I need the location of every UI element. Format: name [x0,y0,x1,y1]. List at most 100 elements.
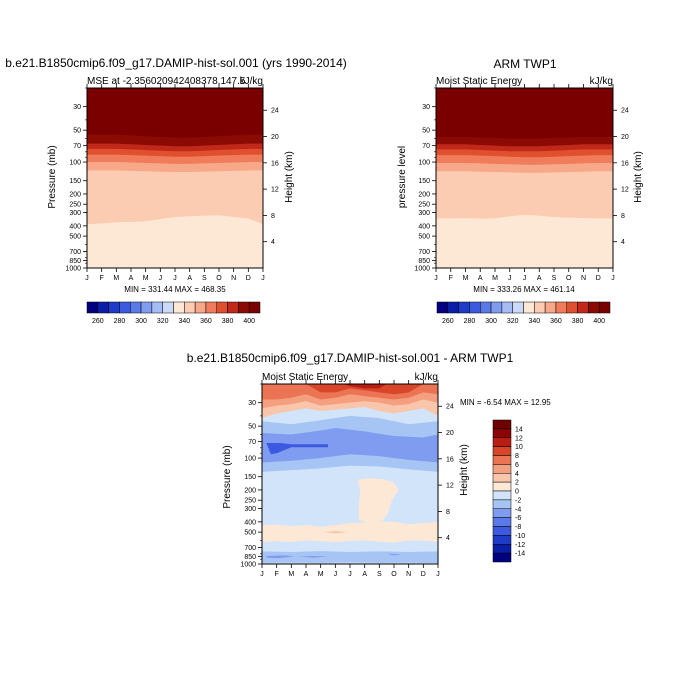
colorbar-label: -12 [515,542,525,549]
y-axis-label-right: Height (km) [284,151,295,203]
band-neg-4-6-b [298,555,328,558]
band-pos-10-12 [342,384,387,389]
colorbar-swatch [162,301,174,314]
colorbar-swatch [544,301,557,314]
x-tick-label: J [611,275,615,282]
x-tick-label: O [391,571,397,578]
x-tick-label: M [113,275,119,282]
colorbar-label: 4 [515,471,519,478]
x-tick-label: J [85,275,89,282]
x-tick-label: A [362,571,367,578]
colorbar-label: 280 [114,318,126,325]
colorbar-swatch [458,301,470,314]
panel-title: b.e21.B1850cmip6.f09_g17.DAMIP-hist-sol.… [5,56,347,70]
y-tick-label: 250 [69,202,81,209]
colorbar-swatch [492,544,512,554]
panel-subtitle-right: kJ/kg [240,76,263,87]
x-tick-label: J [334,571,338,578]
band-neg-4-6 [262,427,438,463]
colorbar-swatch [492,419,512,430]
y-tick-label: 70 [248,439,256,446]
colorbar-label: 360 [200,318,212,325]
x-tick-label: F [100,275,104,282]
y-right-tick-label: 20 [621,134,629,141]
y-right-tick-label: 16 [621,160,629,167]
colorbar-label: 320 [507,318,519,325]
y-tick-label: 700 [418,249,430,256]
y-tick-label: 200 [244,487,256,494]
colorbar-swatch [436,301,449,314]
colorbar-swatch [492,481,512,492]
colorbar-label: 300 [485,318,497,325]
colorbar-swatch [566,301,578,314]
x-tick-label: J [159,275,163,282]
panel-difference: b.e21.B1850cmip6.f09_g17.DAMIP-hist-sol.… [187,351,552,578]
x-tick-label: M [492,275,498,282]
colorbar-label: 300 [135,318,147,325]
y-tick-label: 500 [418,234,430,241]
x-tick-label: A [478,275,483,282]
y-tick-label: 150 [69,178,81,185]
colorbar-label: 400 [593,318,605,325]
y-tick-label: 100 [418,160,430,167]
y-tick-label: 150 [418,178,430,185]
y-tick-label: 700 [244,545,256,552]
colorbar-swatch [492,517,512,527]
y-right-tick-label: 16 [446,456,454,463]
y-right-tick-label: 8 [621,213,625,220]
colorbar-label: 360 [550,318,562,325]
stats-label: MIN = -6.54 MAX = 12.95 [460,398,551,407]
colorbar-label: 380 [222,318,234,325]
x-tick-label: D [596,275,601,282]
y-right-tick-label: 4 [271,239,275,246]
y-axis-label-right: Height (km) [459,444,470,496]
band-pos-0-2-plume [357,478,399,523]
colorbar-label: 12 [515,435,523,442]
y-tick-label: 500 [69,234,81,241]
colorbar-label: 340 [178,318,190,325]
x-tick-label: S [377,571,382,578]
y-axis-label: Pressure (mb) [222,445,233,508]
x-tick-label: J [348,571,352,578]
colorbar-label: -10 [515,533,525,540]
panel-obs: ARM TWP1 Moist Static Energy kJ/kg 30 50 7… [397,57,644,325]
x-tick-label: O [216,275,222,282]
colorbar-label: 8 [515,453,519,460]
x-tick-label: N [406,571,411,578]
colorbar-label: -2 [515,497,521,504]
colorbar-swatch [501,301,513,314]
colorbar-swatch [492,508,512,518]
y-right-tick-label: 24 [271,108,279,115]
colorbar-label: -8 [515,524,521,531]
colorbar-swatch [480,301,492,314]
colorbar-swatch [492,526,512,536]
y-tick-label: 850 [244,554,256,561]
y-tick-label: 50 [422,128,430,135]
y-right-tick-label: 8 [271,213,275,220]
y-tick-label: 50 [248,424,256,431]
colorbar-label: 6 [515,462,519,469]
x-tick-label: N [581,275,586,282]
colorbar-swatch [97,301,109,314]
y-right-tick-label: 12 [446,483,454,490]
x-tick-label: J [523,275,527,282]
y-tick-label: 400 [69,223,81,230]
x-tick-label: A [537,275,542,282]
x-tick-label: A [187,275,192,282]
colorbar-swatch [490,301,503,314]
x-tick-label: S [202,275,207,282]
y-tick-label: 100 [69,160,81,167]
band-neg-2-4-surface [262,551,438,564]
y-right-tick-label: 24 [446,404,454,411]
colorbar-swatch [512,301,524,314]
x-tick-label: S [552,275,557,282]
y-right-tick-label: 12 [621,187,629,194]
y-right-tick-label: 20 [271,134,279,141]
panel-subtitle-left: Moist Static Energy [262,372,348,383]
colorbar-label: -4 [515,506,521,513]
x-tick-label: J [434,275,438,282]
colorbar-swatch [492,552,512,563]
